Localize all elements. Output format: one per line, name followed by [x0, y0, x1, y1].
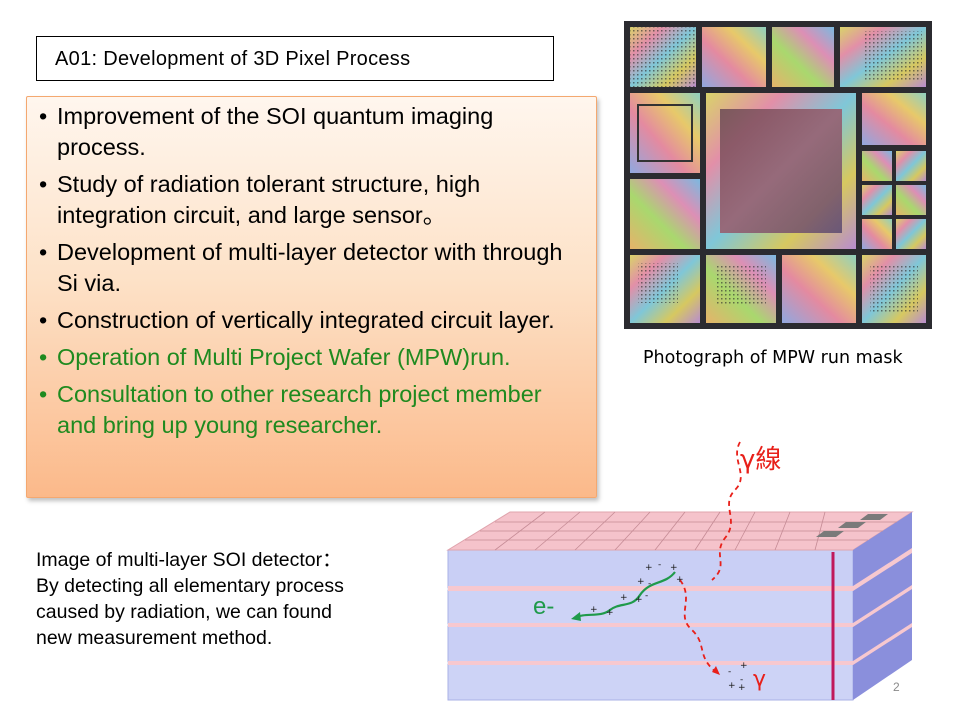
bullet-item: Operation of Multi Project Wafer (MPW)ru…	[39, 342, 586, 373]
electron-label: e-	[533, 593, 554, 620]
gamma-in-label: γ線	[740, 445, 781, 475]
svg-text:+: +	[645, 563, 653, 573]
title-box: A01: Development of 3D Pixel Process	[36, 36, 554, 81]
pixel-grid	[465, 511, 897, 551]
svg-text:+: +	[728, 681, 736, 691]
bullet-item: Improvement of the SOI quantum imaging p…	[39, 101, 586, 163]
gamma-out-label: γ	[753, 667, 766, 692]
slide-title: A01: Development of 3D Pixel Process	[55, 48, 411, 70]
charge-symbols: + - + + - + + + - + + +-- + +	[590, 560, 748, 693]
svg-text:+: +	[620, 593, 628, 603]
bullet-item: Construction of vertically integrated ci…	[39, 305, 586, 336]
svg-text:+: +	[676, 575, 684, 585]
bullet-item: Study of radiation tolerant structure, h…	[39, 169, 586, 231]
svg-text:-: -	[728, 667, 731, 677]
gamma-arrow-icon	[712, 666, 720, 675]
description-line: Image of multi-layer SOI detector：	[36, 549, 342, 571]
bullet-list: Improvement of the SOI quantum imaging p…	[27, 101, 596, 441]
svg-text:+: +	[635, 595, 643, 605]
electron-arrow-icon	[571, 612, 581, 621]
electron-track	[574, 571, 676, 619]
bullet-box: Improvement of the SOI quantum imaging p…	[26, 96, 597, 498]
bullet-item: Development of multi-layer detector with…	[39, 237, 586, 299]
detector-description: Image of multi-layer SOI detector： By de…	[36, 547, 344, 651]
svg-text:-: -	[648, 579, 651, 589]
bullet-item: Consultation to other research project m…	[39, 379, 586, 441]
detector-layers	[446, 511, 914, 701]
description-line: By detecting all elementary process	[36, 575, 344, 597]
svg-text:+: +	[637, 577, 645, 587]
photo-caption: Photograph of MPW run mask	[643, 348, 903, 368]
svg-text:+: +	[740, 661, 748, 671]
svg-text:-: -	[740, 675, 743, 685]
description-line: new measurement method.	[36, 627, 273, 649]
page-number: 2	[893, 680, 900, 694]
mpw-mask-photo	[624, 21, 932, 329]
svg-text:-: -	[645, 591, 648, 601]
svg-text:-: -	[658, 560, 661, 570]
svg-text:+: +	[738, 683, 746, 693]
svg-text:+: +	[590, 605, 598, 615]
svg-text:+: +	[670, 563, 678, 573]
gamma-ray-path	[711, 441, 742, 581]
svg-text:+: +	[606, 608, 614, 618]
description-line: caused by radiation, we can found	[36, 601, 332, 623]
multilayer-detector-diagram: + - + + - + + + - + + +-- + + γ線 e- γ	[446, 441, 914, 701]
bond-pads	[816, 514, 888, 537]
